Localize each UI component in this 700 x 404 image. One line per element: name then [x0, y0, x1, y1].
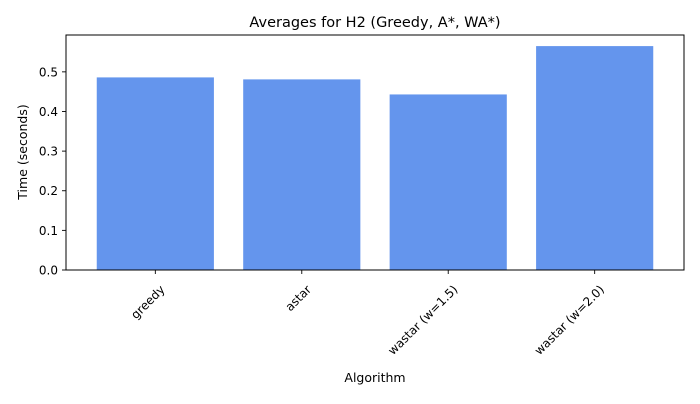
chart-title: Averages for H2 (Greedy, A*, WA*)	[249, 15, 500, 31]
y-tick-label: 0.0	[39, 264, 58, 278]
bar-2	[389, 94, 507, 270]
bar-3	[536, 46, 654, 270]
y-tick-label: 0.4	[39, 105, 58, 119]
x-tick-label: wastar (w=1.5)	[385, 282, 460, 357]
x-tick-label: greedy	[128, 282, 167, 321]
y-tick-label: 0.5	[39, 65, 58, 79]
y-tick-label: 0.2	[39, 184, 58, 198]
x-tick-label: wastar (w=2.0)	[532, 282, 607, 357]
y-axis-label: Time (seconds)	[15, 104, 30, 200]
y-tick-label: 0.1	[39, 224, 58, 238]
bar-0	[96, 77, 214, 271]
x-axis: greedy astar wastar (w=1.5) wastar (w=2.0)	[128, 270, 607, 358]
bars-group	[96, 46, 654, 271]
x-axis-label: Algorithm	[344, 370, 405, 385]
x-tick-label: astar	[283, 282, 315, 314]
y-axis: 0.0 0.1 0.2 0.3 0.4 0.5	[39, 65, 66, 278]
bar-1	[243, 79, 361, 270]
y-tick-label: 0.3	[39, 145, 58, 159]
plot-frame	[65, 34, 685, 271]
